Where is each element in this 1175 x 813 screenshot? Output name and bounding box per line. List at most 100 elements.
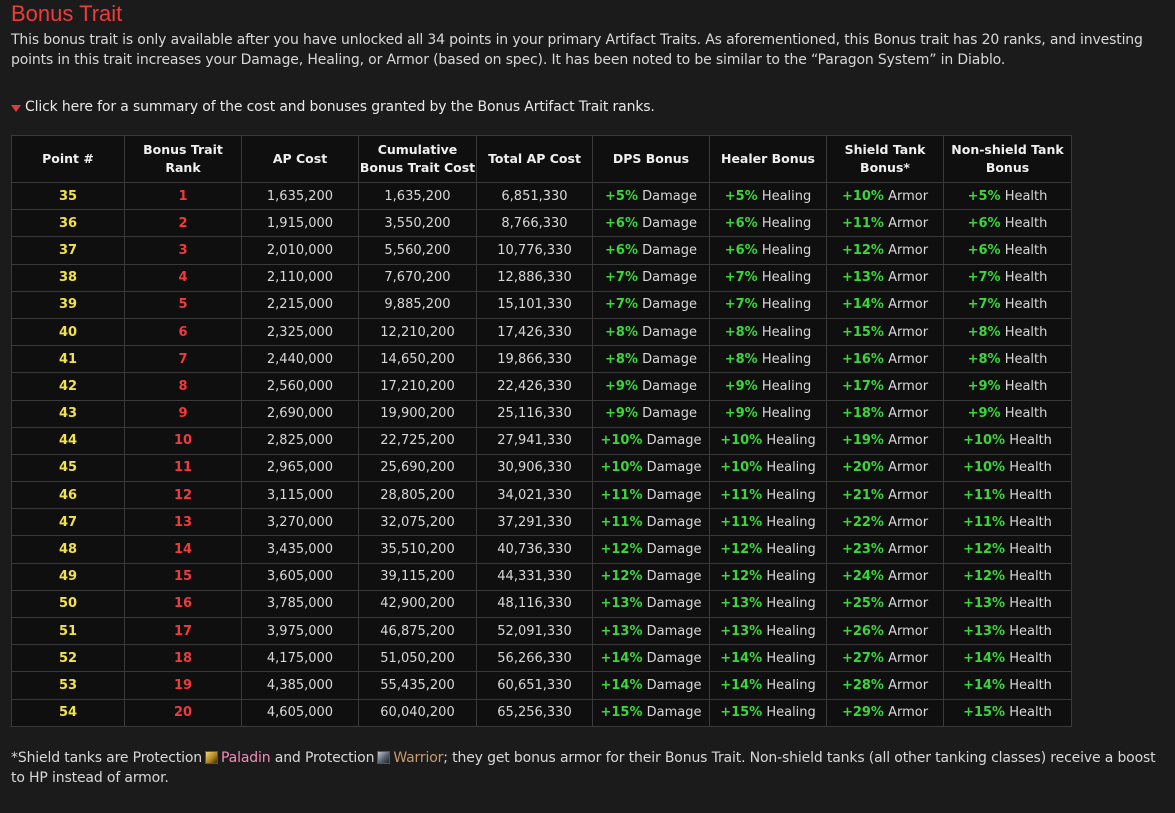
table-row: 51 17 3,975,000 46,875,200 52,091,330 +13% Da… bbox=[11, 616, 1072, 646]
shield-bonus-cell: +29% Armor bbox=[826, 698, 944, 727]
table-row: 36 2 1,915,000 3,550,200 8,766,330 +6% Damage… bbox=[11, 209, 1072, 238]
healer-bonus-cell: +11% Healing bbox=[709, 481, 827, 510]
ap-cost-cell: 3,270,000 bbox=[241, 508, 359, 537]
nonshield-bonus-cell: +9% Health bbox=[943, 372, 1072, 401]
healer-bonus-cell: +14% Healing bbox=[709, 671, 827, 700]
dps-bonus-cell: +14% Damage bbox=[592, 671, 710, 700]
rank-cell: 1 bbox=[124, 181, 242, 211]
point-cell: 40 bbox=[11, 317, 125, 347]
point-cell: 49 bbox=[11, 562, 125, 591]
rank-cell: 15 bbox=[124, 562, 242, 591]
nonshield-bonus-cell: +13% Health bbox=[943, 616, 1072, 646]
table-row: 38 4 2,110,000 7,670,200 12,886,330 +7% Damag… bbox=[11, 263, 1072, 292]
total-cost-cell: 17,426,330 bbox=[476, 317, 593, 347]
header-rank: Bonus Trait Rank bbox=[124, 135, 242, 183]
ap-cost-cell: 4,175,000 bbox=[241, 644, 359, 673]
dps-bonus-cell: +14% Damage bbox=[592, 644, 710, 673]
dps-bonus-cell: +11% Damage bbox=[592, 481, 710, 510]
table-row: 42 8 2,560,000 17,210,200 22,426,330 +9% Dama… bbox=[11, 372, 1072, 401]
dps-bonus-cell: +11% Damage bbox=[592, 508, 710, 537]
point-cell: 50 bbox=[11, 589, 125, 619]
table-row: 49 15 3,605,000 39,115,200 44,331,330 +12% Da… bbox=[11, 562, 1072, 591]
cumulative-cell: 22,725,200 bbox=[358, 426, 477, 455]
nonshield-bonus-cell: +11% Health bbox=[943, 481, 1072, 510]
nonshield-bonus-cell: +12% Health bbox=[943, 562, 1072, 591]
ap-cost-cell: 2,110,000 bbox=[241, 263, 359, 292]
shield-bonus-cell: +28% Armor bbox=[826, 671, 944, 700]
healer-bonus-cell: +9% Healing bbox=[709, 399, 827, 428]
rank-cell: 13 bbox=[124, 508, 242, 537]
ap-cost-cell: 4,385,000 bbox=[241, 671, 359, 700]
healer-bonus-cell: +7% Healing bbox=[709, 263, 827, 292]
rank-cell: 12 bbox=[124, 481, 242, 510]
header-shield: Shield Tank Bonus* bbox=[826, 135, 944, 183]
warrior-class-icon bbox=[377, 750, 391, 764]
table-row: 35 1 1,635,200 1,635,200 6,851,330 +5% Damage… bbox=[11, 181, 1072, 211]
dps-bonus-cell: +10% Damage bbox=[592, 453, 710, 483]
cumulative-cell: 5,560,200 bbox=[358, 236, 477, 265]
shield-bonus-cell: +15% Armor bbox=[826, 317, 944, 347]
healer-bonus-cell: +15% Healing bbox=[709, 698, 827, 727]
point-cell: 35 bbox=[11, 181, 125, 211]
total-cost-cell: 44,331,330 bbox=[476, 562, 593, 591]
point-cell: 48 bbox=[11, 535, 125, 564]
ap-cost-cell: 3,785,000 bbox=[241, 589, 359, 619]
shield-bonus-cell: +16% Armor bbox=[826, 345, 944, 374]
table-row: 52 18 4,175,000 51,050,200 56,266,330 +14% Da… bbox=[11, 644, 1072, 673]
table-row: 40 6 2,325,000 12,210,200 17,426,330 +8% Dama… bbox=[11, 317, 1072, 347]
shield-bonus-cell: +12% Armor bbox=[826, 236, 944, 265]
dps-bonus-cell: +12% Damage bbox=[592, 562, 710, 591]
rank-cell: 11 bbox=[124, 453, 242, 483]
rank-cell: 4 bbox=[124, 263, 242, 292]
shield-bonus-cell: +17% Armor bbox=[826, 372, 944, 401]
nonshield-bonus-cell: +14% Health bbox=[943, 671, 1072, 700]
rank-cell: 5 bbox=[124, 290, 242, 319]
ap-cost-cell: 3,605,000 bbox=[241, 562, 359, 591]
rank-cell: 2 bbox=[124, 209, 242, 238]
ap-cost-cell: 2,010,000 bbox=[241, 236, 359, 265]
total-cost-cell: 56,266,330 bbox=[476, 644, 593, 673]
shield-bonus-cell: +20% Armor bbox=[826, 453, 944, 483]
header-nonshield: Non-shield Tank Bonus bbox=[943, 135, 1072, 183]
intro-paragraph: This bonus trait is only available after… bbox=[11, 32, 1143, 68]
ap-cost-cell: 2,690,000 bbox=[241, 399, 359, 428]
table-header-row: Point # Bonus Trait Rank AP Cost Cumulati… bbox=[11, 135, 1072, 183]
ap-cost-cell: 2,965,000 bbox=[241, 453, 359, 483]
rank-cell: 9 bbox=[124, 399, 242, 428]
total-cost-cell: 10,776,330 bbox=[476, 236, 593, 265]
healer-bonus-cell: +5% Healing bbox=[709, 181, 827, 211]
nonshield-bonus-cell: +11% Health bbox=[943, 508, 1072, 537]
ap-cost-cell: 2,215,000 bbox=[241, 290, 359, 319]
total-cost-cell: 34,021,330 bbox=[476, 481, 593, 510]
header-point: Point # bbox=[11, 135, 125, 183]
cumulative-cell: 46,875,200 bbox=[358, 616, 477, 646]
healer-bonus-cell: +10% Healing bbox=[709, 426, 827, 455]
healer-bonus-cell: +7% Healing bbox=[709, 290, 827, 319]
dps-bonus-cell: +7% Damage bbox=[592, 290, 710, 319]
shield-bonus-cell: +14% Armor bbox=[826, 290, 944, 319]
header-dps: DPS Bonus bbox=[592, 135, 710, 183]
dps-bonus-cell: +9% Damage bbox=[592, 372, 710, 401]
cumulative-cell: 39,115,200 bbox=[358, 562, 477, 591]
ap-cost-cell: 1,915,000 bbox=[241, 209, 359, 238]
nonshield-bonus-cell: +5% Health bbox=[943, 181, 1072, 211]
cumulative-cell: 60,040,200 bbox=[358, 698, 477, 727]
point-cell: 37 bbox=[11, 236, 125, 265]
table-row: 46 12 3,115,000 28,805,200 34,021,330 +11% Da… bbox=[11, 481, 1072, 510]
total-cost-cell: 65,256,330 bbox=[476, 698, 593, 727]
summary-toggle[interactable]: Click here for a summary of the cost and… bbox=[11, 97, 1164, 117]
dps-bonus-cell: +9% Damage bbox=[592, 399, 710, 428]
paladin-class-icon bbox=[205, 750, 219, 764]
dps-bonus-cell: +8% Damage bbox=[592, 317, 710, 347]
shield-bonus-cell: +26% Armor bbox=[826, 616, 944, 646]
cumulative-cell: 7,670,200 bbox=[358, 263, 477, 292]
warrior-link[interactable]: Warrior bbox=[393, 749, 444, 766]
cumulative-cell: 9,885,200 bbox=[358, 290, 477, 319]
point-cell: 42 bbox=[11, 372, 125, 401]
total-cost-cell: 19,866,330 bbox=[476, 345, 593, 374]
header-healer: Healer Bonus bbox=[709, 135, 827, 183]
healer-bonus-cell: +8% Healing bbox=[709, 345, 827, 374]
nonshield-bonus-cell: +6% Health bbox=[943, 236, 1072, 265]
paladin-link[interactable]: Paladin bbox=[221, 749, 271, 766]
dps-bonus-cell: +13% Damage bbox=[592, 589, 710, 619]
